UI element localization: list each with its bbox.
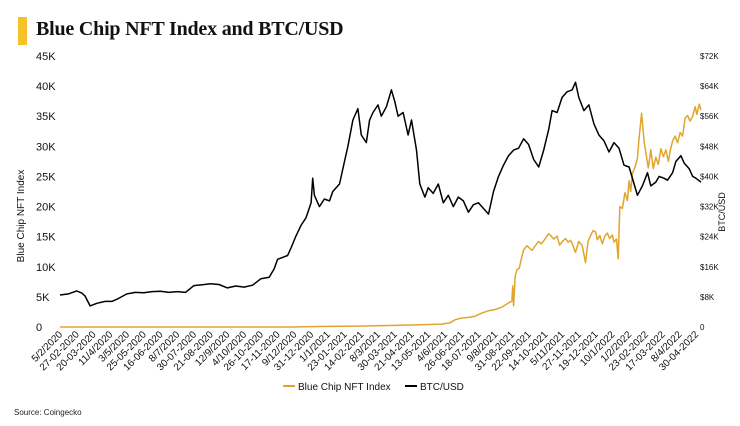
y2-tick-label: $72K <box>700 52 719 61</box>
y2-tick-label: $8K <box>700 293 715 302</box>
series-line-nft-index <box>60 103 702 328</box>
source-note: Source: Coingecko <box>14 408 82 417</box>
y-tick-label: 35K <box>36 111 56 123</box>
chart-title: Blue Chip NFT Index and BTC/USD <box>36 18 344 40</box>
y-tick-label: 30K <box>36 141 56 153</box>
y2-tick-label: $24K <box>700 233 719 242</box>
y-axis-label: Blue Chip NFT Index <box>16 170 27 263</box>
y2-tick-label: 0 <box>700 323 705 332</box>
y-tick-label: 45K <box>36 51 56 63</box>
y-tick-label: 15K <box>36 232 56 244</box>
y-tick-label: 10K <box>36 262 56 274</box>
title-accent-bar <box>18 17 27 45</box>
y2-tick-label: $48K <box>700 142 719 151</box>
y2-tick-label: $32K <box>700 203 719 212</box>
y2-tick-label: $40K <box>700 172 719 181</box>
series-line-btc-usd <box>59 81 702 307</box>
y2-axis-label: BTC/USD <box>717 192 727 232</box>
legend: Blue Chip NFT Index BTC/USD <box>283 382 464 393</box>
y2-tick-label: $56K <box>700 112 719 121</box>
y2-tick-label: $16K <box>700 263 719 272</box>
y-tick-label: 5K <box>36 292 50 304</box>
legend-label: BTC/USD <box>420 382 464 393</box>
y2-tick-label: $64K <box>700 82 719 91</box>
y-tick-label: 25K <box>36 171 56 183</box>
y-tick-label: 0 <box>36 322 42 334</box>
y-tick-label: 20K <box>36 202 56 214</box>
y-tick-label: 40K <box>36 81 56 93</box>
legend-label: Blue Chip NFT Index <box>298 382 391 393</box>
